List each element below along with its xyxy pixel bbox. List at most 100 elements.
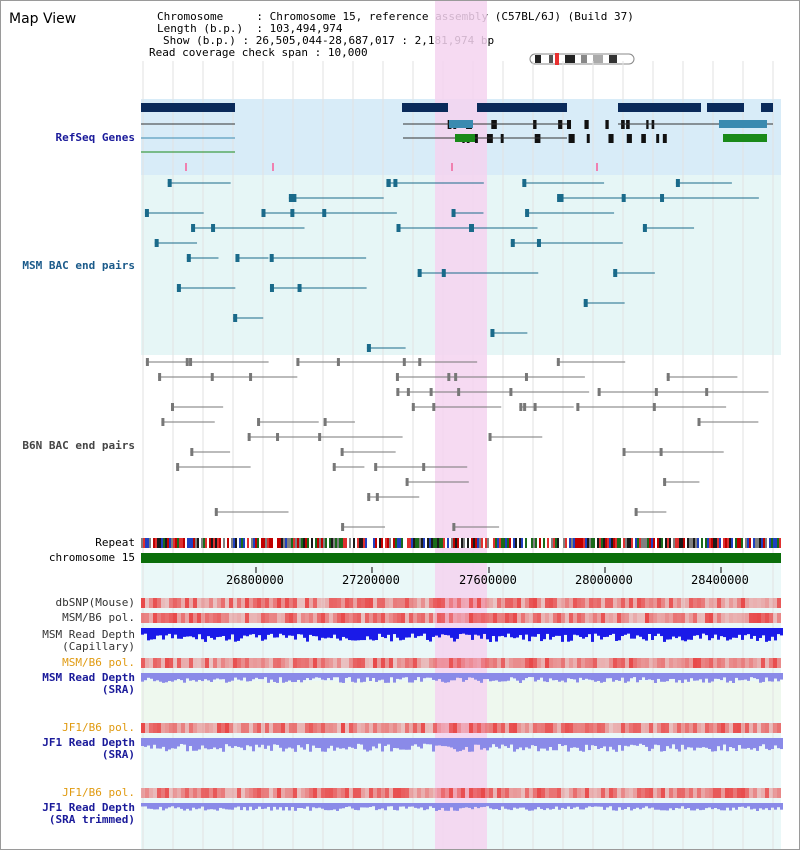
- msm-depth-capillary-bar: [315, 628, 318, 637]
- msm-depth-sra-bar: [504, 673, 507, 682]
- jf1-b6-pol-strip: [561, 723, 565, 733]
- jf1-depth-sra-bar: [543, 738, 546, 749]
- track-label-msm-depth-sra[interactable]: MSM Read Depth: [42, 671, 135, 684]
- msm-depth-capillary-bar: [501, 628, 504, 636]
- track-label-msm-bac[interactable]: MSM BAC end pairs: [22, 259, 135, 272]
- dbsnp-strip: [505, 598, 509, 608]
- jf1-b6-pol-strip: [637, 788, 641, 798]
- msm-b6-pol-strip: [421, 613, 425, 623]
- msm-depth-sra-bar: [774, 673, 777, 679]
- dbsnp-strip: [637, 598, 641, 608]
- msm-depth-sra-bar: [456, 673, 459, 678]
- repeat-segment: [403, 538, 405, 548]
- msm-b6-pol-strip: [725, 613, 729, 623]
- jf1-b6-pol-strip: [461, 723, 465, 733]
- b6n-bac-end: [318, 433, 322, 441]
- dbsnp-strip: [461, 598, 465, 608]
- jf1-depth-trimmed-bar: [330, 803, 333, 811]
- msm-b6-pol-strip: [289, 658, 293, 668]
- jf1-depth-sra-bar: [489, 738, 492, 748]
- jf1-depth-sra-bar: [456, 738, 459, 752]
- chromosome-ideogram[interactable]: [529, 53, 635, 65]
- msm-b6-pol-strip: [629, 613, 633, 623]
- msm-b6-pol-strip: [705, 613, 709, 623]
- repeat-segment: [145, 538, 147, 548]
- jf1-depth-sra-bar: [468, 738, 471, 752]
- repeat-segment: [687, 538, 689, 548]
- track-label-msm-b6-pol-1[interactable]: MSM/B6 pol.: [62, 611, 135, 624]
- msm-b6-pol-strip: [709, 658, 713, 668]
- jf1-b6-pol-strip: [393, 723, 397, 733]
- msm-b6-pol-strip: [765, 613, 769, 623]
- track-label-jf1-b6-pol-2[interactable]: JF1/B6 pol.: [62, 786, 135, 799]
- jf1-depth-trimmed-bar: [618, 803, 621, 808]
- track-label-refseq[interactable]: RefSeq Genes: [55, 131, 135, 144]
- jf1-b6-pol-strip: [413, 788, 417, 798]
- jf1-depth-trimmed-bar: [459, 803, 462, 809]
- msm-depth-capillary-bar: [333, 628, 336, 635]
- msm-depth-capillary-bar: [486, 628, 489, 640]
- msm-depth-sra-bar: [354, 673, 357, 683]
- jf1-b6-pol-strip: [521, 788, 525, 798]
- jf1-depth-sra-bar: [672, 738, 675, 745]
- jf1-depth-trimmed-bar: [345, 803, 348, 807]
- dbsnp-strip: [625, 598, 629, 608]
- jf1-b6-pol-strip: [737, 723, 741, 733]
- jf1-b6-pol-strip: [189, 788, 193, 798]
- jf1-depth-trimmed-bar: [240, 803, 243, 811]
- jf1-b6-pol-strip: [381, 788, 385, 798]
- track-label-jf1-depth-sra[interactable]: JF1 Read Depth: [42, 736, 135, 749]
- repeat-segment: [405, 538, 407, 548]
- repeat-segment: [309, 538, 311, 548]
- track-label-msm-depth-capillary[interactable]: MSM Read Depth: [42, 628, 135, 641]
- msm-depth-sra-bar: [618, 673, 621, 681]
- jf1-b6-pol-strip: [393, 788, 397, 798]
- info-chromosome-label: Chromosome: [157, 10, 224, 23]
- jf1-b6-pol-strip: [193, 788, 197, 798]
- jf1-depth-trimmed-bar: [402, 803, 405, 807]
- msm-b6-pol-strip: [537, 613, 541, 623]
- track-label-msm-b6-pol-2[interactable]: MSM/B6 pol.: [62, 656, 135, 669]
- repeat-segment: [187, 538, 189, 548]
- dbsnp-strip: [549, 598, 553, 608]
- jf1-b6-pol-strip: [425, 723, 429, 733]
- track-label-chromosome[interactable]: chromosome 15: [48, 551, 135, 564]
- repeat-segment: [519, 538, 521, 548]
- jf1-b6-pol-strip: [273, 788, 277, 798]
- repeat-segment: [613, 538, 615, 548]
- msm-depth-capillary-bar: [342, 628, 345, 637]
- refseq-exon: [571, 134, 575, 143]
- repeat-segment: [359, 538, 361, 548]
- track-label-jf1-depth-trimmed[interactable]: JF1 Read Depth: [42, 801, 135, 814]
- repeat-segment: [699, 538, 701, 548]
- dbsnp-strip: [385, 598, 389, 608]
- jf1-depth-trimmed-bar: [594, 803, 597, 807]
- jf1-b6-pol-strip: [309, 723, 313, 733]
- jf1-b6-pol-strip: [373, 723, 377, 733]
- msm-b6-pol-strip: [561, 658, 565, 668]
- track-label-repeat[interactable]: Repeat: [95, 536, 135, 549]
- msm-depth-capillary-bar: [519, 628, 522, 636]
- dbsnp-strip: [693, 598, 697, 608]
- jf1-b6-pol-strip: [641, 788, 645, 798]
- track-label-b6n-bac[interactable]: B6N BAC end pairs: [22, 439, 135, 452]
- jf1-b6-pol-strip: [517, 723, 521, 733]
- jf1-depth-sra-bar: [183, 738, 186, 745]
- jf1-depth-sra-bar: [462, 738, 465, 750]
- track-label-dbsnp[interactable]: dbSNP(Mouse): [55, 596, 135, 609]
- jf1-depth-sra-bar: [708, 738, 711, 750]
- b6n-bac-end: [576, 403, 580, 411]
- msm-b6-pol-strip: [525, 658, 529, 668]
- track-label-jf1-b6-pol-1[interactable]: JF1/B6 pol.: [62, 721, 135, 734]
- repeat-segment: [529, 538, 531, 548]
- msm-depth-sra-bar: [771, 673, 774, 682]
- msm-b6-pol-strip: [693, 658, 697, 668]
- jf1-depth-trimmed-bar: [420, 803, 423, 808]
- msm-depth-sra-bar: [726, 673, 729, 683]
- repeat-segment: [769, 538, 771, 548]
- msm-b6-pol-strip: [477, 658, 481, 668]
- msm-depth-capillary-bar: [159, 628, 162, 636]
- msm-depth-sra-bar: [231, 673, 234, 681]
- msm-b6-pol-strip: [653, 658, 657, 668]
- genome-track-canvas[interactable]: 26800000 27200000 27600000 28000000 28400000: [141, 1, 799, 849]
